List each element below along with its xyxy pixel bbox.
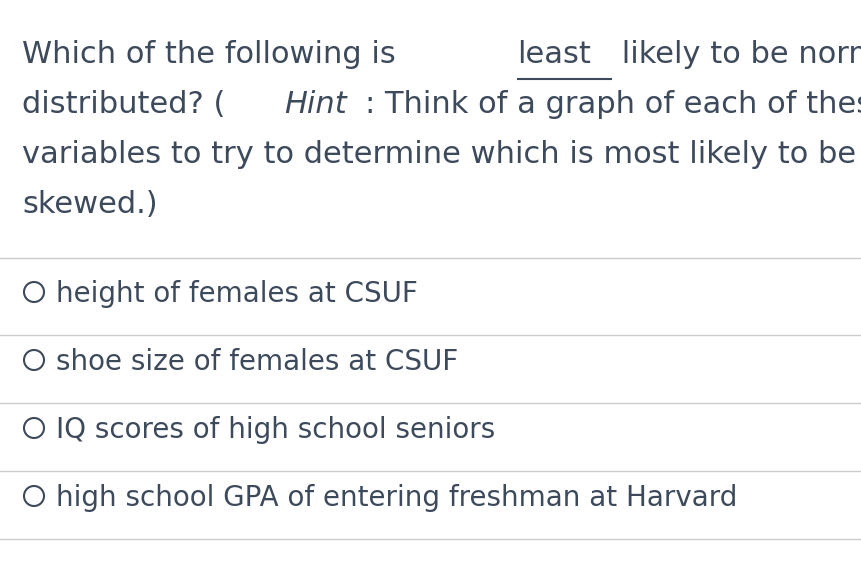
Text: distributed? (: distributed? ( [22, 90, 225, 119]
Text: high school GPA of entering freshman at Harvard: high school GPA of entering freshman at … [56, 484, 736, 512]
Text: : Think of a graph of each of these: : Think of a graph of each of these [365, 90, 861, 119]
Text: height of females at CSUF: height of females at CSUF [56, 280, 418, 308]
Text: IQ scores of high school seniors: IQ scores of high school seniors [56, 416, 495, 444]
Text: Which of the following is: Which of the following is [22, 40, 405, 69]
Text: likely to be normally: likely to be normally [611, 40, 861, 69]
Text: shoe size of females at CSUF: shoe size of females at CSUF [56, 348, 458, 376]
Text: variables to try to determine which is most likely to be: variables to try to determine which is m… [22, 140, 855, 169]
Text: least: least [517, 40, 590, 69]
Text: Hint: Hint [284, 90, 347, 119]
Text: skewed.): skewed.) [22, 190, 158, 219]
